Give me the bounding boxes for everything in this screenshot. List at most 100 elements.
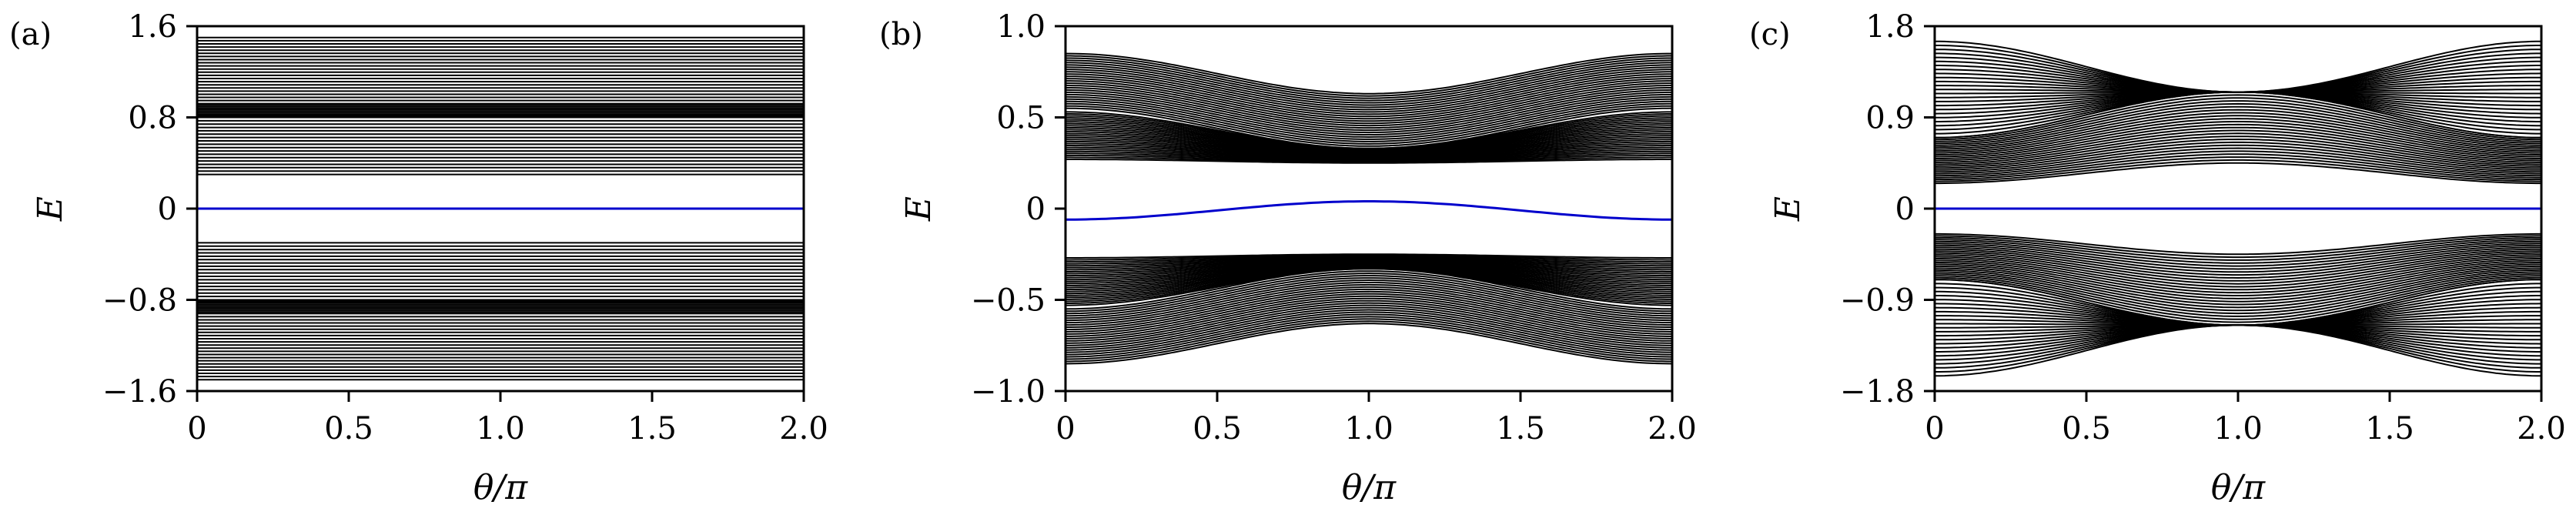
x-tick-label: 0.5: [324, 411, 373, 446]
x-tick-label: 2.0: [2517, 411, 2566, 446]
band-line-46: [1935, 94, 2541, 141]
edge-state-curve: [1066, 200, 1672, 221]
x-tick-label: 1.5: [627, 411, 677, 446]
band-line-85: [1066, 306, 1672, 349]
band-line-82: [1066, 71, 1672, 113]
y-tick-label: 1.8: [1865, 9, 1915, 45]
y-tick-label: 0: [1026, 192, 1045, 227]
band-line-72: [1066, 82, 1672, 125]
x-tick-label: 1.0: [2213, 411, 2263, 446]
band-line-59: [1066, 277, 1672, 319]
y-ticks: −1.0 −0.5 0 0.5 1.0: [971, 9, 1066, 410]
x-tick-label: 0: [1055, 411, 1075, 446]
band-line-35: [1935, 265, 2541, 306]
x-tick-label: 1.0: [476, 411, 525, 446]
band-line-97: [1066, 320, 1672, 363]
x-tick-label: 1.0: [1344, 411, 1393, 446]
band-curves: [1066, 52, 1672, 365]
band-line-19: [1935, 250, 2541, 282]
band-line-87: [1935, 324, 2541, 353]
y-tick-label: −0.8: [102, 283, 177, 319]
band-line-58: [1066, 98, 1672, 140]
band-line-31: [1935, 261, 2541, 299]
band-line-74: [1066, 80, 1672, 122]
band-line-78: [1066, 75, 1672, 118]
band-line-38: [1935, 105, 2541, 149]
x-tick-label: 0: [187, 411, 206, 446]
band-line-3: [1935, 235, 2541, 259]
band-line-8: [1935, 150, 2541, 177]
band-line-6: [1935, 153, 2541, 179]
band-line-88: [1066, 64, 1672, 106]
band-line-69: [1066, 288, 1672, 330]
band-line-79: [1066, 299, 1672, 342]
band-line-34: [1935, 112, 2541, 152]
plot-frame: [1064, 25, 1674, 393]
y-tick-label: 1.6: [128, 9, 177, 45]
band-line-63: [1066, 282, 1672, 324]
band-line-77: [1066, 297, 1672, 339]
panel-label: (c): [1749, 17, 1791, 52]
y-tick-label: −0.9: [1840, 283, 1915, 319]
band-line-40: [1935, 102, 2541, 146]
x-tick-label: 2.0: [779, 411, 828, 446]
band-line-75: [1066, 295, 1672, 337]
panel-a: (a) E θ/π 0 0.5 1.0 1.5 2.0 −1.6 −0.8 0 0.8 1.6: [9, 9, 828, 507]
band-line-64: [1066, 91, 1672, 134]
band-line-42: [1935, 100, 2541, 145]
x-axis-label: θ/π: [1342, 468, 1397, 507]
band-line-29: [1935, 259, 2541, 296]
y-tick-label: 0.8: [128, 101, 177, 136]
x-tick-label: 1.5: [2365, 411, 2414, 446]
band-line-1: [1935, 232, 2541, 256]
band-line-98: [1066, 52, 1672, 95]
y-tick-label: 0.9: [1865, 101, 1915, 136]
band-line-37: [1935, 267, 2541, 309]
band-line-73: [1066, 293, 1672, 335]
band-line-47: [1935, 276, 2541, 323]
band-line-80: [1066, 73, 1672, 115]
band-line-67: [1066, 286, 1672, 328]
x-axis-label: θ/π: [473, 468, 528, 507]
band-line-11: [1935, 242, 2541, 270]
y-tick-label: 1.0: [996, 9, 1045, 45]
y-tick-label: −1.0: [971, 374, 1045, 410]
band-line-62: [1066, 93, 1672, 135]
band-line-43: [1935, 273, 2541, 317]
band-line-16: [1935, 138, 2541, 169]
band-line-41: [1935, 271, 2541, 315]
band-line-28: [1935, 121, 2541, 158]
x-ticks: 0 0.5 1.0 1.5 2.0: [1055, 391, 1697, 446]
band-line-91: [1066, 313, 1672, 356]
x-axis-label: θ/π: [2211, 468, 2266, 507]
x-tick-label: 0.5: [1193, 411, 1242, 446]
band-line-90: [1066, 62, 1672, 104]
y-axis-label: E: [1768, 196, 1808, 222]
x-ticks: 0 0.5 1.0 1.5 2.0: [1925, 391, 2566, 446]
band-line-86: [1935, 65, 2541, 93]
band-line-76: [1935, 85, 2541, 93]
band-line-32: [1935, 115, 2541, 154]
band-line-24: [1935, 126, 2541, 162]
band-line-20: [1935, 132, 2541, 166]
band-line-50: [1066, 107, 1672, 149]
band-line-83: [1935, 324, 2541, 345]
band-line-92: [1066, 59, 1672, 102]
band-line-87: [1066, 309, 1672, 351]
band-line-26: [1935, 123, 2541, 159]
band-line-95: [1066, 318, 1672, 360]
band-line-76: [1066, 78, 1672, 120]
band-line-14: [1935, 141, 2541, 171]
band-line-86: [1066, 66, 1672, 109]
band-line-21: [1935, 252, 2541, 285]
band-line-66: [1066, 89, 1672, 132]
band-line-55: [1066, 273, 1672, 315]
band-line-60: [1066, 95, 1672, 139]
band-line-71: [1066, 290, 1672, 333]
band-line-99: [1066, 323, 1672, 365]
band-line-13: [1935, 244, 2541, 273]
x-ticks: 0 0.5 1.0 1.5 2.0: [187, 391, 828, 446]
band-line-77: [1935, 324, 2541, 333]
band-line-22: [1935, 129, 2541, 163]
band-line-81: [1066, 302, 1672, 344]
